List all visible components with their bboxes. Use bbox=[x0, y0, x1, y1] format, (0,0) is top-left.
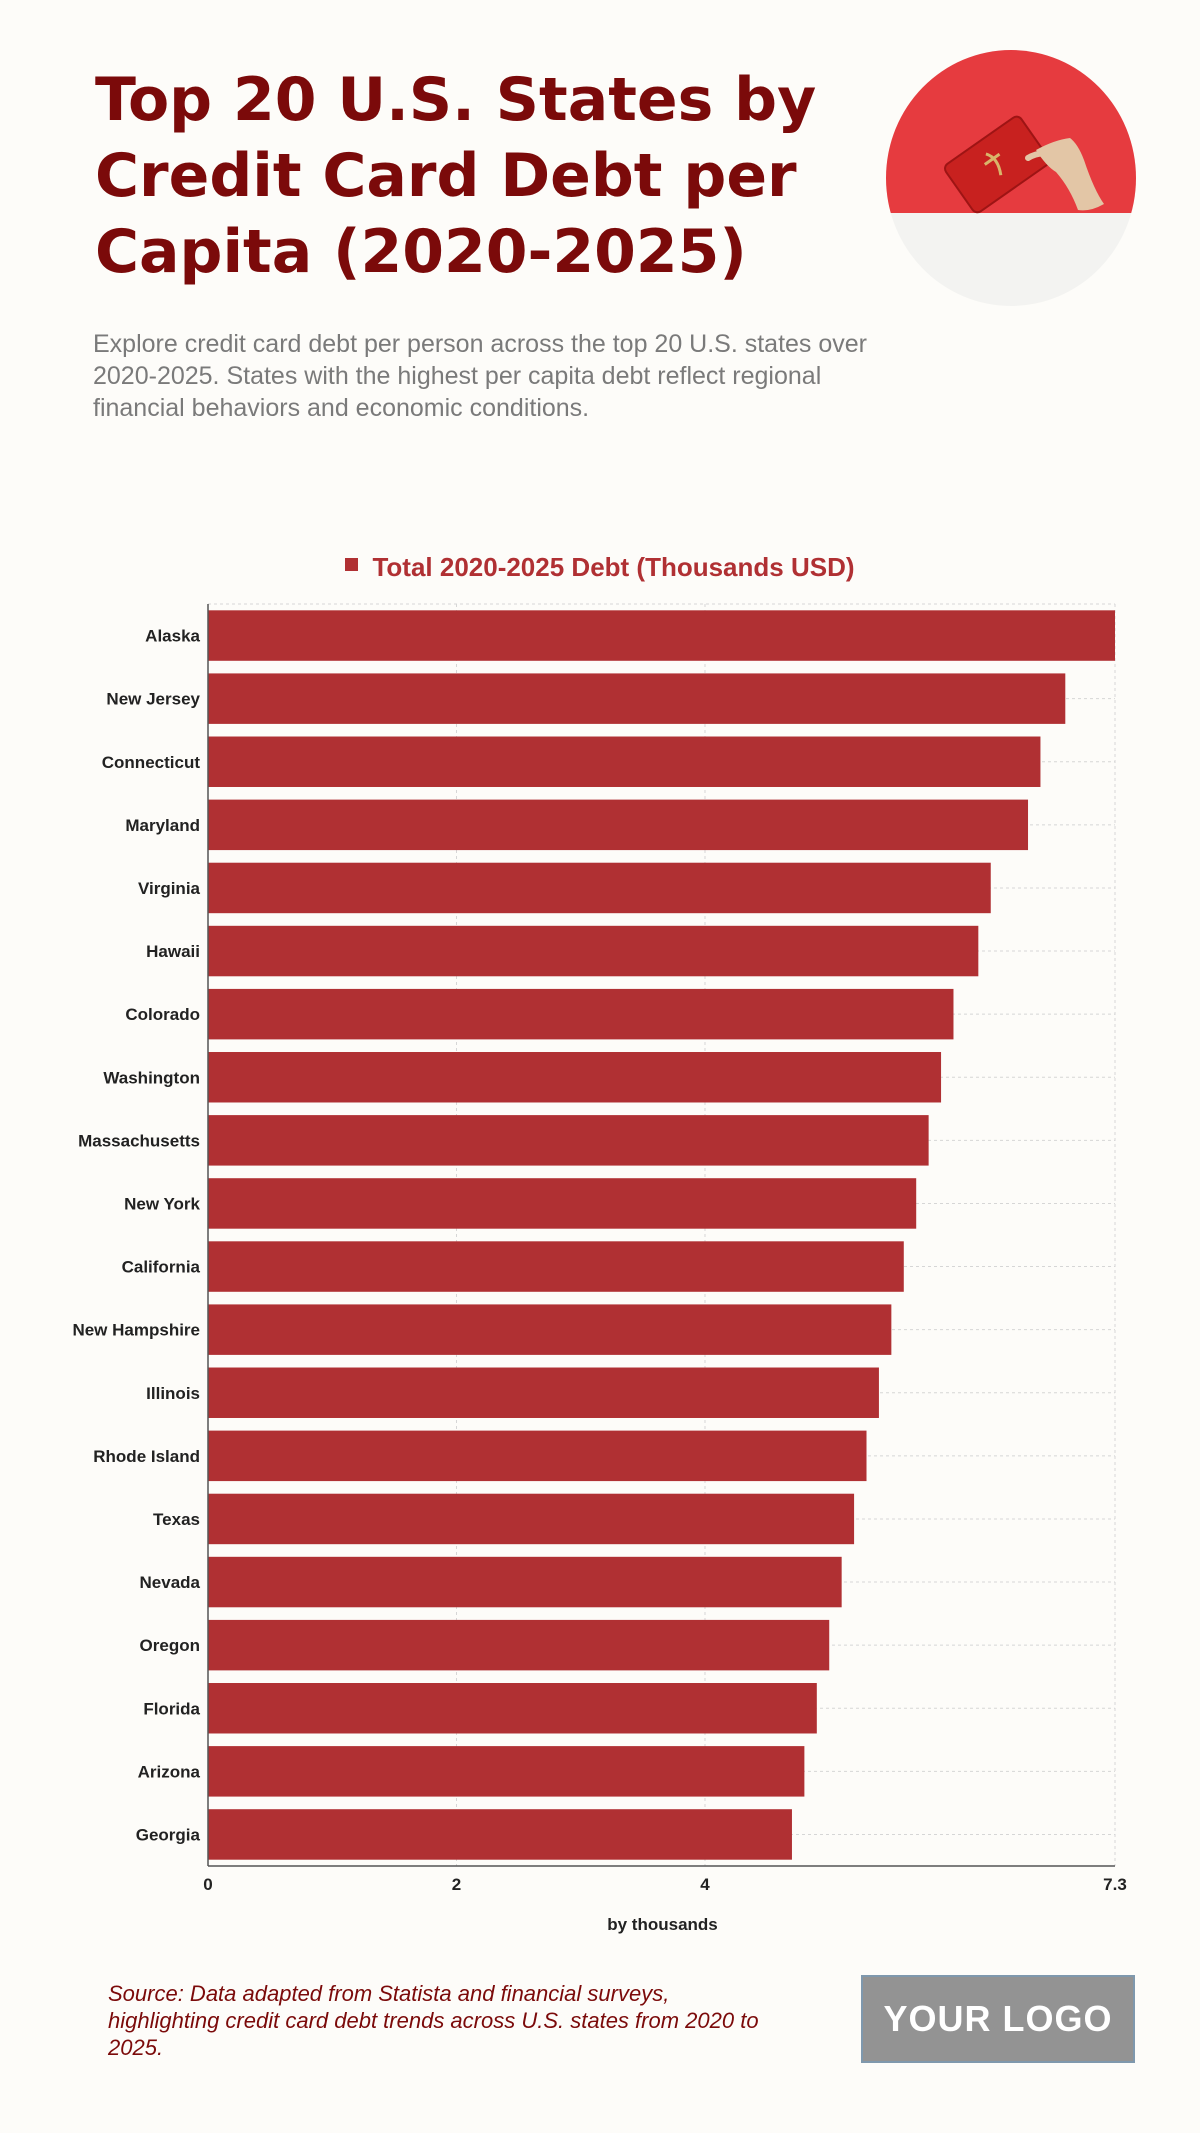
y-tick-label: New Jersey bbox=[106, 690, 200, 709]
bar bbox=[208, 673, 1066, 724]
bar bbox=[208, 1683, 817, 1734]
source-note: Source: Data adapted from Statista and f… bbox=[108, 1981, 759, 2060]
bar bbox=[208, 610, 1115, 661]
legend-swatch bbox=[345, 558, 359, 571]
y-tick-label: New York bbox=[124, 1194, 200, 1213]
y-tick-label: Georgia bbox=[136, 1825, 201, 1844]
bar bbox=[208, 925, 979, 977]
legend-label: Total 2020-2025 Debt (Thousands USD) bbox=[372, 552, 855, 582]
y-tick-label: Florida bbox=[143, 1699, 200, 1718]
bar bbox=[208, 1304, 892, 1355]
chart-subtitle: Explore credit card debt per person acro… bbox=[93, 330, 868, 422]
bar bbox=[208, 1367, 879, 1418]
y-tick-label: Nevada bbox=[140, 1573, 201, 1592]
y-tick-label: Maryland bbox=[125, 816, 200, 835]
bar bbox=[208, 1809, 792, 1860]
x-axis-title: by thousands bbox=[607, 1915, 718, 1934]
bar bbox=[208, 1746, 805, 1797]
bar bbox=[208, 736, 1041, 787]
chart-legend: Total 2020-2025 Debt (Thousands USD) bbox=[0, 552, 1200, 583]
logo-placeholder: YOUR LOGO bbox=[861, 1975, 1135, 2063]
bar bbox=[208, 1052, 942, 1103]
bar-chart: Alaska New Jersey Connecticut Maryland Virgi… bbox=[72, 603, 1127, 1894]
bar bbox=[208, 988, 954, 1040]
y-tick-label: Illinois bbox=[146, 1384, 200, 1403]
y-tick-label: Alaska bbox=[145, 627, 200, 646]
bar bbox=[208, 1556, 842, 1608]
x-tick-label: 0 bbox=[203, 1875, 212, 1894]
bar bbox=[208, 1619, 830, 1671]
y-tick-label: Washington bbox=[103, 1068, 200, 1087]
y-tick-label: Texas bbox=[153, 1510, 200, 1529]
y-tick-label: Colorado bbox=[125, 1005, 200, 1024]
bar bbox=[208, 799, 1029, 851]
bar bbox=[208, 1493, 855, 1545]
y-tick-label: Arizona bbox=[138, 1762, 201, 1781]
y-tick-label: Connecticut bbox=[102, 753, 201, 772]
y-tick-label: Hawaii bbox=[146, 942, 200, 961]
y-tick-label: Rhode Island bbox=[93, 1447, 200, 1466]
x-tick-label: 7.3 bbox=[1103, 1875, 1127, 1894]
x-tick-label: 2 bbox=[452, 1875, 461, 1894]
chart-title: Top 20 U.S. States by Credit Card Debt p… bbox=[95, 65, 817, 287]
y-tick-label: Virginia bbox=[138, 879, 201, 898]
x-tick-label: 4 bbox=[700, 1875, 710, 1894]
y-tick-label: New Hampshire bbox=[72, 1321, 200, 1340]
bar bbox=[208, 1241, 904, 1292]
y-tick-label: Massachusetts bbox=[78, 1131, 200, 1150]
bar bbox=[208, 1115, 929, 1166]
credit-card-wallet-photo bbox=[886, 50, 1136, 306]
y-tick-label: Oregon bbox=[140, 1636, 200, 1655]
bar bbox=[208, 1178, 917, 1229]
bar bbox=[208, 862, 991, 914]
y-tick-label: California bbox=[122, 1258, 201, 1277]
bar bbox=[208, 1430, 867, 1482]
